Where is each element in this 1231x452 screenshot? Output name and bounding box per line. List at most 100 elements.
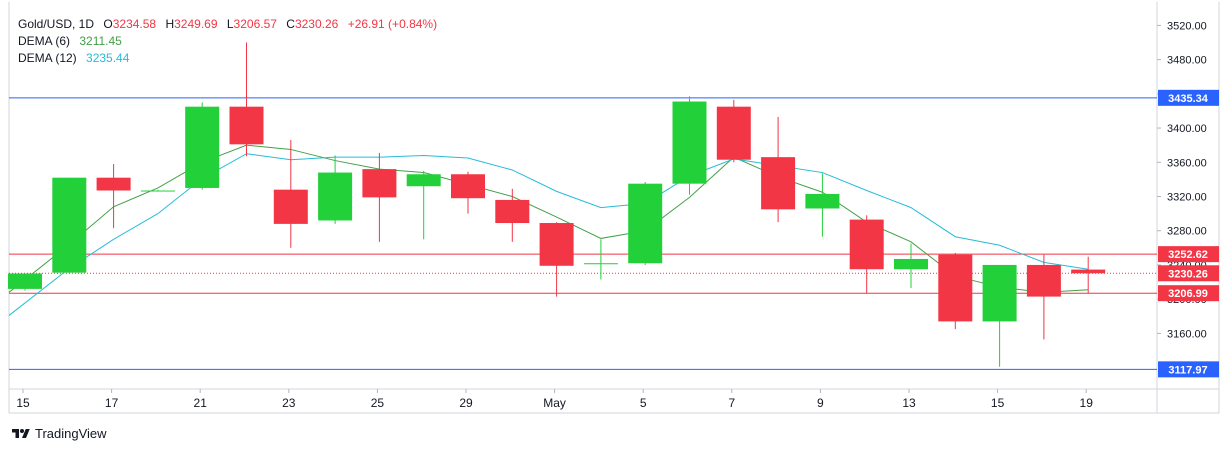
price-label-tag: 3252.62 (1158, 246, 1219, 263)
candle (583, 239, 618, 280)
candle-body (849, 219, 884, 270)
symbol-label[interactable]: Gold/USD, 1D (18, 17, 95, 31)
open-label: O (103, 17, 113, 31)
dema12-row[interactable]: DEMA (12) 3235.44 (18, 50, 437, 67)
tradingview-brand: TradingView (35, 426, 107, 441)
chart-legend: Gold/USD, 1D O3234.58 H3249.69 L3206.57 … (18, 16, 437, 67)
candle (539, 222, 574, 297)
candle (229, 42, 264, 157)
candle (362, 152, 397, 242)
candle (140, 189, 175, 192)
candle (96, 163, 131, 229)
candle-body (539, 223, 574, 266)
time-tick-label: 7 (728, 396, 735, 410)
candle-body (273, 189, 308, 224)
candle (318, 155, 353, 224)
candle (982, 264, 1017, 367)
candle (1026, 254, 1061, 340)
candle (672, 96, 707, 195)
price-label-box (1158, 246, 1219, 263)
candle (451, 171, 485, 214)
price-label-box (1158, 361, 1219, 378)
candle (628, 181, 663, 265)
price-label-text: 3435.34 (1168, 93, 1209, 105)
candle-body (96, 177, 131, 191)
candle (894, 243, 928, 289)
candle-body (1071, 269, 1106, 274)
time-tick-label: 15 (16, 396, 30, 410)
candle-body (628, 183, 663, 264)
time-tick-label: 21 (194, 396, 208, 410)
candle-body (583, 263, 618, 265)
candle (185, 102, 220, 190)
candle (52, 177, 87, 274)
price-tick-label: 3280.00 (1167, 226, 1207, 238)
price-tick-label: 3160.00 (1167, 328, 1207, 340)
close-label: C (286, 17, 295, 31)
price-label-box (1158, 265, 1219, 282)
candle-body (805, 193, 840, 209)
tradingview-logo-icon (12, 428, 30, 438)
candle-body (362, 169, 397, 198)
candle-body (140, 190, 175, 192)
candle-body (451, 174, 485, 199)
candle (406, 170, 441, 240)
candle (805, 173, 840, 237)
high-label: H (165, 17, 175, 31)
price-label-box (1158, 285, 1219, 302)
time-tick-label: 15 (991, 396, 1005, 410)
price-label-text: 3206.99 (1168, 288, 1208, 300)
candle (938, 252, 973, 330)
candle-body (52, 177, 87, 273)
candle-body (229, 106, 264, 145)
dema6-row[interactable]: DEMA (6) 3211.45 (18, 33, 437, 50)
candle-body (406, 174, 441, 187)
price-label-tag: 3117.97 (1158, 361, 1219, 378)
ohlc-row: Gold/USD, 1D O3234.58 H3249.69 L3206.57 … (18, 16, 437, 33)
close-value: 3230.26 (294, 17, 339, 31)
tradingview-footer[interactable]: TradingView (10, 426, 107, 441)
candle-body (894, 258, 928, 270)
price-label-text: 3230.26 (1168, 268, 1208, 280)
high-value: 3249.69 (174, 17, 218, 31)
candle (495, 188, 530, 242)
price-tick-label: 3400.00 (1167, 123, 1207, 135)
time-tick-label: 5 (640, 396, 647, 410)
price-tick-label: 3320.00 (1167, 192, 1207, 204)
candle (849, 215, 884, 294)
dema6-value: 3211.45 (79, 34, 122, 48)
price-tick-label: 3360.00 (1167, 157, 1207, 169)
price-label-tag: 3435.34 (1158, 89, 1219, 106)
candle (273, 140, 308, 248)
candle (716, 99, 751, 163)
candle (1071, 256, 1106, 294)
change-value: +26.91 (+0.84%) (347, 17, 438, 31)
candle-body (1026, 264, 1061, 297)
candle (8, 273, 42, 291)
price-label-tag: 3206.99 (1158, 285, 1219, 302)
candle-body (8, 273, 42, 289)
time-tick-label: 19 (1080, 396, 1094, 410)
price-label-text: 3117.97 (1168, 364, 1207, 376)
price-label-box (1158, 89, 1219, 106)
time-tick-label: 13 (902, 396, 916, 410)
low-label: L (226, 17, 234, 31)
time-tick-label: 25 (371, 396, 385, 410)
candle (761, 116, 796, 223)
price-tick-label: 3520.00 (1167, 20, 1207, 32)
candle-body (938, 254, 973, 322)
open-value: 3234.58 (112, 17, 157, 31)
low-value: 3206.57 (233, 17, 277, 31)
time-tick-label: May (543, 396, 566, 410)
candle-body (672, 101, 707, 184)
candle-body (495, 199, 530, 224)
dema6-line (8, 144, 1089, 293)
candle-body (761, 157, 796, 210)
dema12-label: DEMA (12) (18, 51, 77, 65)
dema12-value: 3235.44 (86, 51, 130, 65)
price-tick-label: 3480.00 (1167, 55, 1207, 67)
time-tick-label: 9 (817, 396, 824, 410)
candle-body (185, 106, 220, 188)
candle-body (982, 264, 1017, 322)
